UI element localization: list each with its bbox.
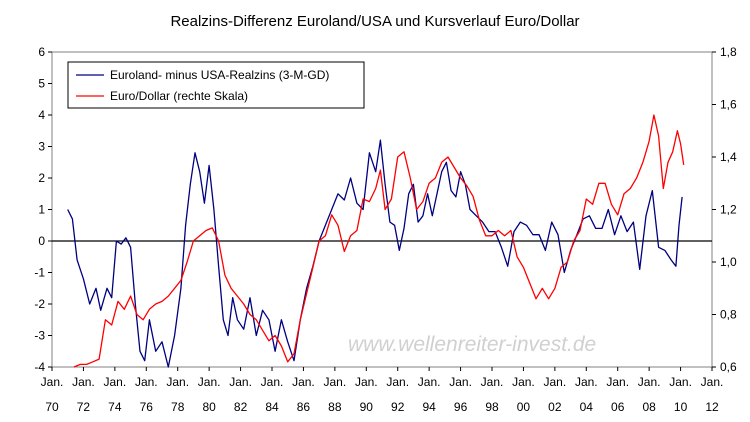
- watermark: www.wellenreiter-invest.de: [348, 333, 596, 356]
- x-tick-label: Jan.: [104, 375, 127, 389]
- x-tick-label: Jan.: [701, 375, 724, 389]
- x-tick-label: Jan.: [544, 375, 567, 389]
- x-tick-label: 70: [45, 400, 59, 414]
- x-tick-label: 88: [328, 400, 342, 414]
- x-axis: Jan. 70 Jan. 72 Jan. 74 Jan. 76 Jan. 78 Jan. 80 Jan.…: [41, 367, 724, 414]
- x-tick-label: Jan.: [418, 375, 441, 389]
- x-tick-label: 04: [580, 400, 594, 414]
- y-left-tick-label: 6: [38, 45, 45, 59]
- y-axis-left: 6 5 4 3 2 1 0 -1 -2 -3 -4: [34, 45, 52, 374]
- x-tick-label: Jan.: [512, 375, 535, 389]
- y-left-tick-label: -2: [34, 297, 45, 311]
- legend: Euroland- minus USA-Realzins (3-M-GD) Eu…: [67, 61, 365, 109]
- legend-label-realzins: Euroland- minus USA-Realzins (3-M-GD): [110, 68, 329, 82]
- y-right-tick-label: 1,6: [720, 98, 737, 112]
- x-tick-label: 78: [171, 400, 185, 414]
- x-tick-label: 96: [454, 400, 468, 414]
- x-tick-label: 08: [642, 400, 656, 414]
- y-left-tick-label: 0: [38, 234, 45, 248]
- y-left-tick-label: -1: [34, 266, 45, 280]
- x-tick-label: 82: [234, 400, 248, 414]
- y-left-tick-label: 3: [38, 140, 45, 154]
- legend-box: [67, 61, 365, 109]
- x-tick-label: 92: [391, 400, 405, 414]
- x-tick-label: 00: [517, 400, 531, 414]
- x-tick-label: 80: [202, 400, 216, 414]
- x-tick-label: Jan.: [229, 375, 252, 389]
- chart-title: Realzins-Differenz Euroland/USA und Kurs…: [170, 13, 579, 30]
- x-tick-label: 12: [705, 400, 719, 414]
- x-tick-label: 10: [674, 400, 688, 414]
- y-left-tick-label: 1: [38, 203, 45, 217]
- x-tick-label: Jan.: [41, 375, 64, 389]
- x-tick-label: 94: [422, 400, 436, 414]
- x-tick-label: Jan.: [72, 375, 95, 389]
- x-tick-label: Jan.: [292, 375, 315, 389]
- series-lines: [67, 114, 685, 368]
- y-axis-right: 1,8 1,6 1,4 1,2 1,0 0,8 0,6: [712, 45, 737, 374]
- y-right-tick-label: 1,2: [720, 203, 737, 217]
- x-tick-label: Jan.: [166, 375, 189, 389]
- y-right-tick-label: 0,8: [720, 308, 737, 322]
- y-left-tick-label: 2: [38, 171, 45, 185]
- x-tick-label: Jan.: [135, 375, 158, 389]
- x-tick-label: Jan.: [481, 375, 504, 389]
- y-left-tick-label: -3: [34, 329, 45, 343]
- y-right-tick-label: 0,6: [720, 360, 737, 374]
- x-tick-label: Jan.: [386, 375, 409, 389]
- legend-label-eurodollar: Euro/Dollar (rechte Skala): [110, 89, 248, 103]
- y-left-tick-label: 4: [38, 108, 45, 122]
- x-tick-label: 02: [548, 400, 562, 414]
- x-tick-label: Jan.: [606, 375, 629, 389]
- x-tick-label: 86: [297, 400, 311, 414]
- series-line-eurodollar: [73, 114, 685, 368]
- x-tick-label: Jan.: [638, 375, 661, 389]
- x-tick-label: Jan.: [575, 375, 598, 389]
- x-tick-label: Jan.: [324, 375, 347, 389]
- y-right-tick-label: 1,4: [720, 150, 737, 164]
- x-tick-label: 06: [611, 400, 625, 414]
- y-left-tick-label: 5: [38, 77, 45, 91]
- x-tick-label: 74: [108, 400, 122, 414]
- x-tick-label: Jan.: [355, 375, 378, 389]
- x-tick-label: 98: [485, 400, 499, 414]
- y-right-tick-label: 1,0: [720, 255, 737, 269]
- x-tick-label: Jan.: [669, 375, 692, 389]
- x-tick-label: 72: [77, 400, 91, 414]
- x-tick-label: Jan.: [261, 375, 284, 389]
- y-left-tick-label: -4: [34, 360, 45, 374]
- x-tick-label: Jan.: [198, 375, 221, 389]
- x-tick-label: 90: [360, 400, 374, 414]
- x-tick-label: 84: [265, 400, 279, 414]
- x-tick-label: Jan.: [449, 375, 472, 389]
- x-tick-label: 76: [140, 400, 154, 414]
- y-right-tick-label: 1,8: [720, 45, 737, 59]
